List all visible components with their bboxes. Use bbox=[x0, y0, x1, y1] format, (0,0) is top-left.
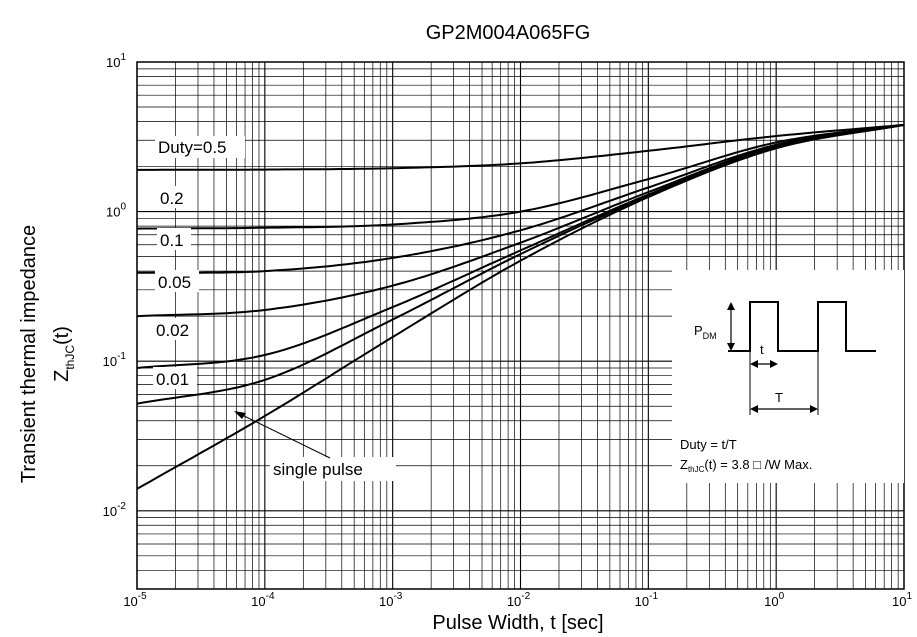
duty-label-0.02: 0.02 bbox=[156, 321, 189, 340]
x-tick-exp: -2 bbox=[521, 591, 530, 602]
duty-label-0.01: 0.01 bbox=[156, 370, 189, 389]
label-background bbox=[157, 228, 191, 250]
zthjc-rest: (t) = 3.8 □ /W Max. bbox=[704, 457, 812, 472]
label-background bbox=[155, 136, 245, 158]
x-tick-exp: -5 bbox=[138, 591, 147, 602]
x-tick-exp: -3 bbox=[393, 591, 402, 602]
pulse-waveform bbox=[728, 301, 876, 352]
x-tick-exp: -1 bbox=[649, 591, 658, 602]
x-tick-label: 10-4 bbox=[251, 591, 275, 609]
y-tick-label: 101 bbox=[106, 52, 126, 70]
y-axis-tail: (t) bbox=[51, 326, 73, 345]
zthjc-sub: thJC bbox=[688, 465, 705, 474]
y-tick-base: 10 bbox=[103, 504, 117, 519]
y-tick-base: 10 bbox=[106, 205, 120, 220]
t-arrow-right bbox=[770, 360, 778, 368]
label-background bbox=[153, 367, 197, 389]
x-tick-base: 10 bbox=[507, 594, 521, 609]
y-tick-label: 10-1 bbox=[103, 351, 127, 369]
zthjc-z: Z bbox=[680, 457, 688, 472]
y-tick-base: 10 bbox=[103, 354, 117, 369]
label-background bbox=[153, 318, 197, 340]
y-tick-exp: 0 bbox=[120, 202, 126, 213]
y-tick-label: 10-2 bbox=[103, 501, 127, 519]
y-tick-exp: -1 bbox=[117, 351, 126, 362]
pdm-label: PDM bbox=[694, 323, 717, 341]
duty-label-0.1: 0.1 bbox=[160, 231, 184, 250]
y-axis-sub: thJC bbox=[63, 345, 77, 370]
x-tick-exp: 0 bbox=[779, 591, 785, 602]
series-line-0-05 bbox=[136, 123, 905, 318]
y-axis-z: Z bbox=[51, 370, 73, 382]
T-arrow-right bbox=[810, 405, 818, 413]
x-axis-title: Pulse Width, t [sec] bbox=[432, 612, 603, 634]
inset-background bbox=[672, 270, 904, 483]
x-tick-base: 10 bbox=[635, 594, 649, 609]
pdm-sub: DM bbox=[703, 331, 717, 341]
x-tick-labels: 10-5 10-4 10-3 10-2 10-1 100 101 bbox=[123, 591, 912, 609]
single-pulse-label: single pulse bbox=[273, 460, 363, 479]
x-tick-base: 10 bbox=[764, 594, 778, 609]
y-tick-base: 10 bbox=[106, 55, 120, 70]
x-tick-label: 10-5 bbox=[123, 591, 147, 609]
y-axis-symbol: ZthJC(t) bbox=[51, 326, 77, 382]
zthjc-formula: ZthJC(t) = 3.8 □ /W Max. bbox=[680, 457, 812, 474]
x-tick-label: 10-2 bbox=[507, 591, 531, 609]
y-tick-exp: -2 bbox=[117, 501, 126, 512]
t-label: t bbox=[760, 342, 764, 357]
y-tick-label: 100 bbox=[106, 202, 126, 220]
y-tick-exp: 1 bbox=[120, 52, 126, 63]
x-tick-base: 10 bbox=[379, 594, 393, 609]
x-tick-label: 101 bbox=[892, 591, 912, 609]
x-tick-base: 10 bbox=[892, 594, 906, 609]
series-line-duty-0-5 bbox=[137, 123, 905, 171]
series-lines bbox=[136, 123, 905, 490]
label-background bbox=[155, 270, 199, 292]
x-tick-base: 10 bbox=[123, 594, 137, 609]
single-pulse-arrowhead bbox=[234, 411, 246, 419]
pdm-arrow-top bbox=[727, 302, 735, 310]
label-background bbox=[270, 457, 396, 481]
series-line-0-2 bbox=[136, 123, 905, 230]
x-tick-label: 10-3 bbox=[379, 591, 403, 609]
duty-label-0.05: 0.05 bbox=[158, 273, 191, 292]
chart-title: GP2M004A065FG bbox=[426, 22, 591, 44]
T-label: T bbox=[775, 390, 783, 405]
T-arrow-left bbox=[750, 405, 758, 413]
x-tick-base: 10 bbox=[251, 594, 265, 609]
x-tick-exp: 1 bbox=[906, 591, 912, 602]
duty-formula: Duty = t/T bbox=[680, 437, 737, 452]
label-background bbox=[157, 186, 191, 208]
duty-label-0.5: Duty=0.5 bbox=[158, 138, 227, 157]
x-tick-label: 100 bbox=[764, 591, 784, 609]
pdm-p: P bbox=[694, 323, 703, 338]
pdm-arrow-bottom bbox=[727, 343, 735, 351]
duty-cycle-inset: PDM t T Duty = t/T ZthJC(t) = 3.8 □ /W M… bbox=[672, 270, 904, 483]
series-line-0-1 bbox=[136, 123, 905, 274]
duty-label-0.2: 0.2 bbox=[160, 189, 184, 208]
label-backgrounds bbox=[153, 136, 396, 481]
t-arrow-left bbox=[750, 360, 758, 368]
x-tick-exp: -4 bbox=[266, 591, 275, 602]
y-axis-title: Transient thermal impedance bbox=[18, 225, 40, 483]
series-line-single-pulse bbox=[136, 123, 905, 490]
x-tick-label: 10-1 bbox=[635, 591, 659, 609]
single-pulse-leader bbox=[239, 413, 331, 459]
